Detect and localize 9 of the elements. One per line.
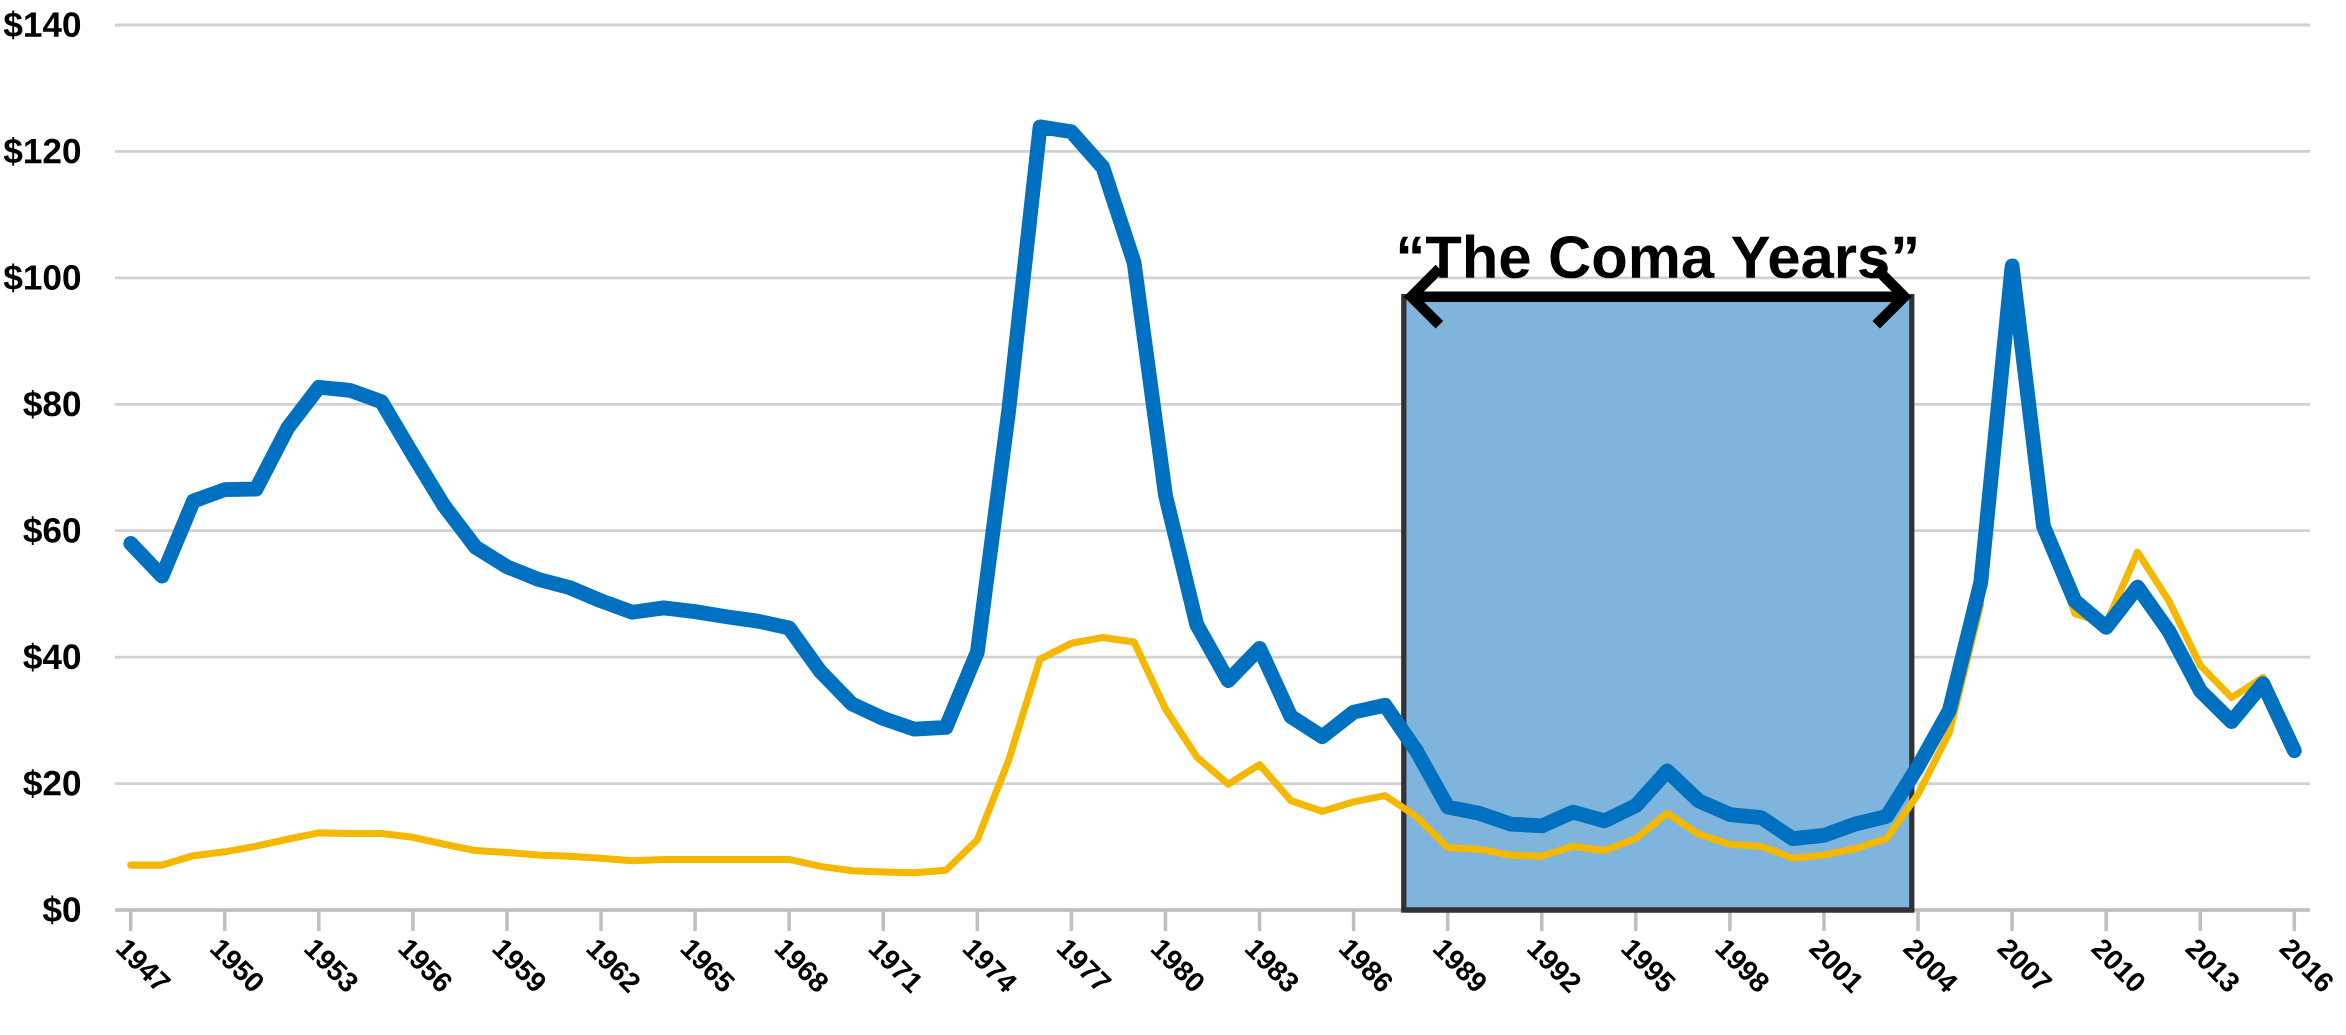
y-tick-label: $40	[23, 642, 81, 672]
y-tick-label: $120	[3, 137, 81, 166]
y-tick-label: $80	[23, 389, 81, 419]
y-tick-label: $0	[42, 895, 81, 925]
y-tick-label: $140	[3, 10, 81, 40]
band-label: “The Coma Years”	[1399, 234, 1916, 279]
y-tick-label: $60	[23, 516, 81, 546]
y-tick-label: $100	[3, 263, 81, 293]
y-tick-label: $20	[23, 769, 81, 798]
